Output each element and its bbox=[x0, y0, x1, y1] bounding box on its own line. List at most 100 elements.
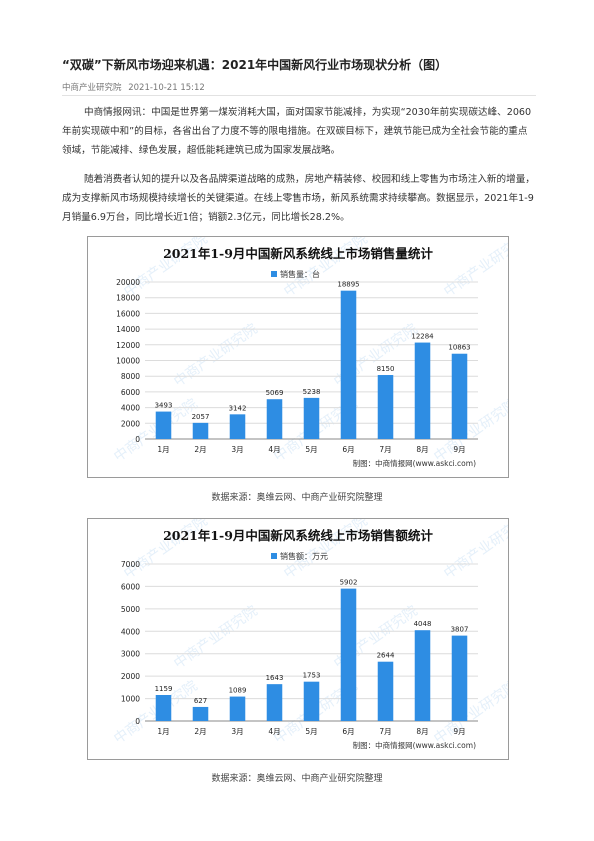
x-tick-label: 7月 bbox=[379, 727, 391, 736]
paragraph-2: 随着消费者认知的提升以及各品牌渠道战略的成熟，房地产精装修、校园和线上零售为市场… bbox=[62, 174, 535, 223]
y-tick-label: 16000 bbox=[116, 309, 140, 318]
data-label: 4048 bbox=[414, 620, 432, 628]
watermark-text: 中商产业研究院 bbox=[431, 678, 508, 747]
bar bbox=[377, 375, 394, 439]
data-label: 1643 bbox=[266, 674, 284, 682]
data-label: 2644 bbox=[377, 652, 395, 660]
watermark-text: 中商产业研究院 bbox=[431, 396, 508, 465]
data-label: 627 bbox=[194, 697, 207, 705]
bar bbox=[451, 635, 468, 721]
data-label: 1753 bbox=[303, 672, 321, 680]
legend-swatch bbox=[271, 553, 277, 559]
x-tick-label: 8月 bbox=[416, 727, 428, 736]
bar bbox=[266, 684, 283, 721]
y-tick-label: 12000 bbox=[116, 341, 140, 350]
bar bbox=[229, 414, 246, 439]
legend-swatch bbox=[271, 271, 277, 277]
sales-amount-chart: 中商产业研究院 中商产业研究院 中商产业研究院 中商产业研究院 中商产业研究院 中商产业研… bbox=[87, 518, 509, 760]
watermark-text: 中商产业研究院 bbox=[441, 519, 508, 582]
bar bbox=[377, 661, 394, 721]
watermark-text: 中商产业研究院 bbox=[171, 603, 260, 672]
chart-title: 2021年1-9月中国新风系统线上市场销售量统计 bbox=[163, 246, 433, 261]
bar bbox=[229, 696, 246, 721]
y-tick-label: 18000 bbox=[116, 294, 140, 303]
data-label: 3807 bbox=[451, 626, 469, 634]
data-label: 8150 bbox=[377, 365, 395, 373]
x-tick-label: 4月 bbox=[268, 445, 280, 454]
x-tick-label: 8月 bbox=[416, 445, 428, 454]
legend-label: 销售额：万元 bbox=[280, 551, 328, 561]
watermark-text: 中商产业研究院 bbox=[171, 321, 260, 390]
chart-credit: 制图：中商情报网(www.askci.com) bbox=[353, 740, 476, 750]
data-label: 5238 bbox=[303, 388, 321, 396]
divider bbox=[62, 95, 536, 96]
y-tick-label: 8000 bbox=[121, 372, 140, 381]
article-source[interactable]: 中商产业研究院 bbox=[62, 83, 122, 93]
bar bbox=[414, 342, 431, 439]
data-label: 12284 bbox=[411, 333, 434, 341]
x-tick-label: 4月 bbox=[268, 727, 280, 736]
data-label: 3142 bbox=[229, 404, 247, 412]
y-tick-label: 6000 bbox=[121, 582, 140, 591]
data-label: 5069 bbox=[266, 389, 284, 397]
data-label: 18895 bbox=[337, 281, 359, 289]
chart-credit: 制图：中商情报网(www.askci.com) bbox=[353, 458, 476, 468]
y-tick-label: 10000 bbox=[116, 357, 140, 366]
y-tick-label: 4000 bbox=[121, 627, 140, 636]
y-tick-label: 0 bbox=[135, 435, 140, 444]
bar bbox=[155, 695, 172, 721]
x-tick-label: 3月 bbox=[231, 445, 243, 454]
y-tick-label: 0 bbox=[135, 717, 140, 726]
x-tick-label: 9月 bbox=[453, 727, 465, 736]
x-tick-label: 9月 bbox=[453, 445, 465, 454]
sales-volume-chart: 中商产业研究院 中商产业研究院 中商产业研究院 中商产业研究院 中商产业研究院 中商产业研… bbox=[87, 236, 509, 478]
x-tick-label: 5月 bbox=[305, 445, 317, 454]
x-tick-label: 1月 bbox=[157, 445, 169, 454]
bar bbox=[340, 290, 357, 439]
article-meta: 中商产业研究院 2021-10-21 15:12 bbox=[62, 81, 209, 93]
data-label: 1089 bbox=[229, 687, 247, 695]
chart-title: 2021年1-9月中国新风系统线上市场销售额统计 bbox=[163, 528, 433, 543]
x-tick-label: 6月 bbox=[342, 727, 354, 736]
x-tick-label: 5月 bbox=[305, 727, 317, 736]
data-label: 10863 bbox=[448, 344, 470, 352]
x-tick-label: 7月 bbox=[379, 445, 391, 454]
y-tick-label: 6000 bbox=[121, 388, 140, 397]
y-tick-label: 3000 bbox=[121, 650, 140, 659]
x-tick-label: 2月 bbox=[194, 727, 206, 736]
y-tick-label: 1000 bbox=[121, 695, 140, 704]
y-tick-label: 2000 bbox=[121, 419, 140, 428]
bar bbox=[192, 706, 209, 721]
watermark-text: 中商产业研究院 bbox=[441, 237, 508, 300]
paragraph-1: 中商情报网讯：中国是世界第一煤炭消耗大国，面对国家节能减排，为实现“2030年前… bbox=[62, 107, 532, 156]
bar bbox=[303, 681, 320, 721]
legend-label: 销售量：台 bbox=[280, 269, 320, 279]
x-tick-label: 2月 bbox=[194, 445, 206, 454]
x-tick-label: 1月 bbox=[157, 727, 169, 736]
y-tick-label: 20000 bbox=[116, 278, 140, 287]
article-title: “双碳”下新风市场迎来机遇：2021年中国新风行业市场现状分析（图） bbox=[62, 58, 448, 72]
data-label: 1159 bbox=[155, 685, 173, 693]
bar bbox=[340, 588, 357, 721]
x-tick-label: 6月 bbox=[342, 445, 354, 454]
y-tick-label: 2000 bbox=[121, 672, 140, 681]
bar bbox=[155, 411, 172, 439]
y-tick-label: 5000 bbox=[121, 605, 140, 614]
bar bbox=[451, 353, 468, 439]
bar bbox=[266, 399, 283, 439]
bar bbox=[192, 422, 209, 439]
data-label: 2057 bbox=[192, 413, 210, 421]
y-tick-label: 4000 bbox=[121, 404, 140, 413]
x-tick-label: 3月 bbox=[231, 727, 243, 736]
article-datetime: 2021-10-21 15:12 bbox=[128, 83, 205, 93]
bar bbox=[414, 630, 431, 721]
chart-source-note-2: 数据来源：奥维云网、中商产业研究院整理 bbox=[211, 774, 383, 784]
data-label: 3493 bbox=[155, 402, 173, 410]
y-tick-label: 14000 bbox=[116, 325, 140, 334]
chart-source-note-1: 数据来源：奥维云网、中商产业研究院整理 bbox=[211, 493, 383, 503]
y-tick-label: 7000 bbox=[121, 560, 140, 569]
data-label: 5902 bbox=[340, 579, 358, 587]
bar bbox=[303, 397, 320, 439]
